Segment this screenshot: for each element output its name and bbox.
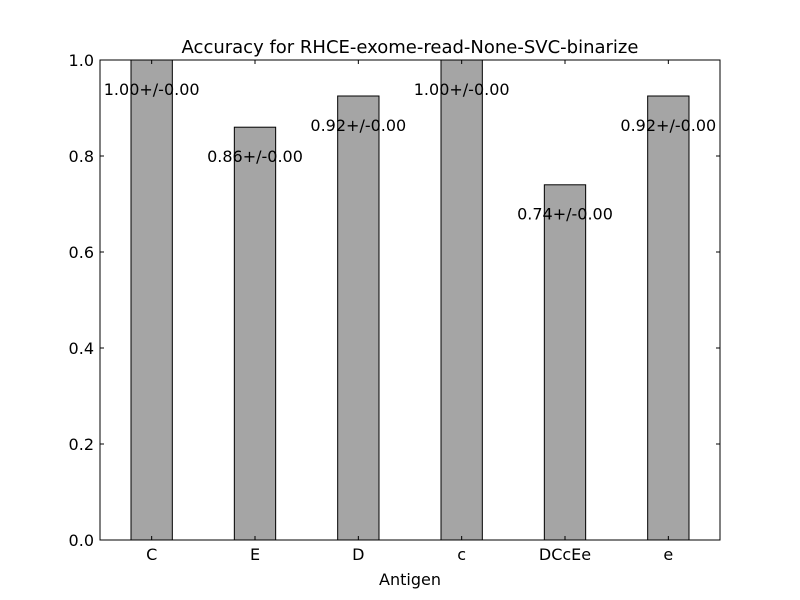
bars-group [130, 59, 690, 541]
x-tick-label-2: D [352, 545, 364, 564]
bar-0 [130, 59, 173, 541]
chart-title: Accuracy for RHCE-exome-read-None-SVC-bi… [182, 37, 639, 58]
y-tick-label-2: 0.4 [69, 339, 94, 358]
x-tick-label-5: e [663, 545, 673, 564]
bar-1 [233, 126, 277, 541]
bar-5 [647, 95, 690, 541]
y-tick-label-4: 0.8 [69, 147, 94, 166]
data-label-3: 1.00+/-0.00 [414, 80, 510, 99]
x-tick-label-1: E [250, 545, 260, 564]
y-tick-label-1: 0.2 [69, 435, 94, 454]
x-tick-label-4: DCcEe [539, 545, 591, 564]
x-tick-label-3: c [457, 545, 466, 564]
bar-2 [337, 95, 380, 541]
y-tick-label-0: 0.0 [69, 531, 94, 550]
plot-frame [99, 59, 721, 541]
y-tick-label-3: 0.6 [69, 243, 94, 262]
data-label-5: 0.92+/-0.00 [620, 116, 716, 135]
x-axis-label: Antigen [379, 570, 441, 589]
bar-4 [543, 184, 587, 541]
data-label-2: 0.92+/-0.00 [310, 116, 406, 135]
data-label-0: 1.00+/-0.00 [104, 80, 200, 99]
data-label-1: 0.86+/-0.00 [207, 147, 303, 166]
y-tick-label-5: 1.0 [69, 51, 94, 70]
data-label-4: 0.74+/-0.00 [517, 205, 613, 224]
bar-3 [440, 59, 483, 541]
data-labels-group: 1.00+/-0.00 0.86+/-0.00 0.92+/-0.00 1.00+/-… [104, 80, 716, 224]
x-tick-label-0: C [146, 545, 157, 564]
